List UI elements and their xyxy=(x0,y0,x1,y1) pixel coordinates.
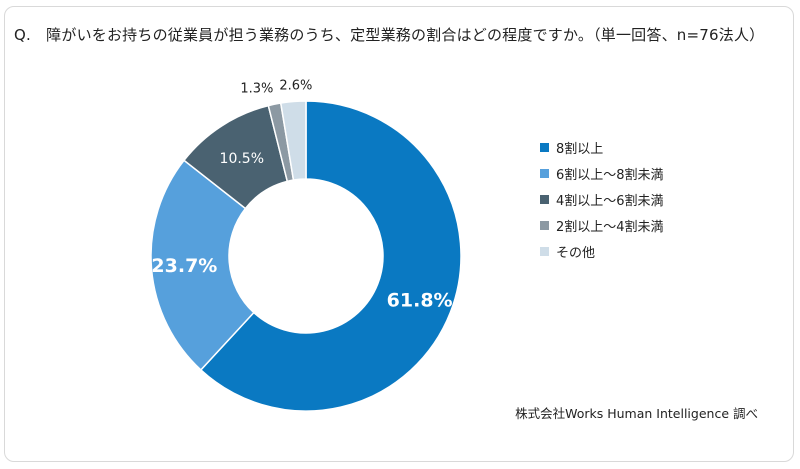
legend-swatch xyxy=(540,246,549,256)
legend-item-0: 8割以上 xyxy=(540,134,664,160)
chart-legend: 8割以上 6割以上〜8割未満 4割以上〜6割未満 2割以上〜4割未満 その他 xyxy=(540,134,664,264)
legend-swatch xyxy=(540,168,549,178)
slice-label-3: 1.3% xyxy=(240,82,273,97)
question-title: Q. 障がいをお持ちの従業員が担う業務のうち、定型業務の割合はどの程度ですか。（… xyxy=(14,26,765,44)
donut-slice-1 xyxy=(150,159,255,371)
slice-label-0: 61.8% xyxy=(387,289,453,311)
legend-item-1: 6割以上〜8割未満 xyxy=(540,160,664,186)
legend-label: 8割以上 xyxy=(556,141,604,157)
legend-label: 2割以上〜4割未満 xyxy=(556,219,664,235)
legend-item-3: 2割以上〜4割未満 xyxy=(540,212,664,238)
legend-label: 6割以上〜8割未満 xyxy=(556,167,664,183)
donut-slice-4 xyxy=(279,100,307,181)
legend-label: その他 xyxy=(556,245,596,261)
legend-swatch xyxy=(540,220,549,230)
donut-slice-0 xyxy=(199,100,462,412)
slice-label-1: 23.7% xyxy=(151,255,217,277)
chart-frame xyxy=(4,6,794,462)
source-credit: 株式会社Works Human Intelligence 調べ xyxy=(515,406,758,421)
legend-item-4: その他 xyxy=(540,238,664,264)
slice-label-4: 2.6% xyxy=(279,79,312,94)
legend-item-2: 4割以上〜6割未満 xyxy=(540,186,664,212)
legend-label: 4割以上〜6割未満 xyxy=(556,193,664,209)
slice-label-2: 10.5% xyxy=(220,151,264,167)
legend-swatch xyxy=(540,194,549,204)
legend-swatch xyxy=(540,142,549,152)
